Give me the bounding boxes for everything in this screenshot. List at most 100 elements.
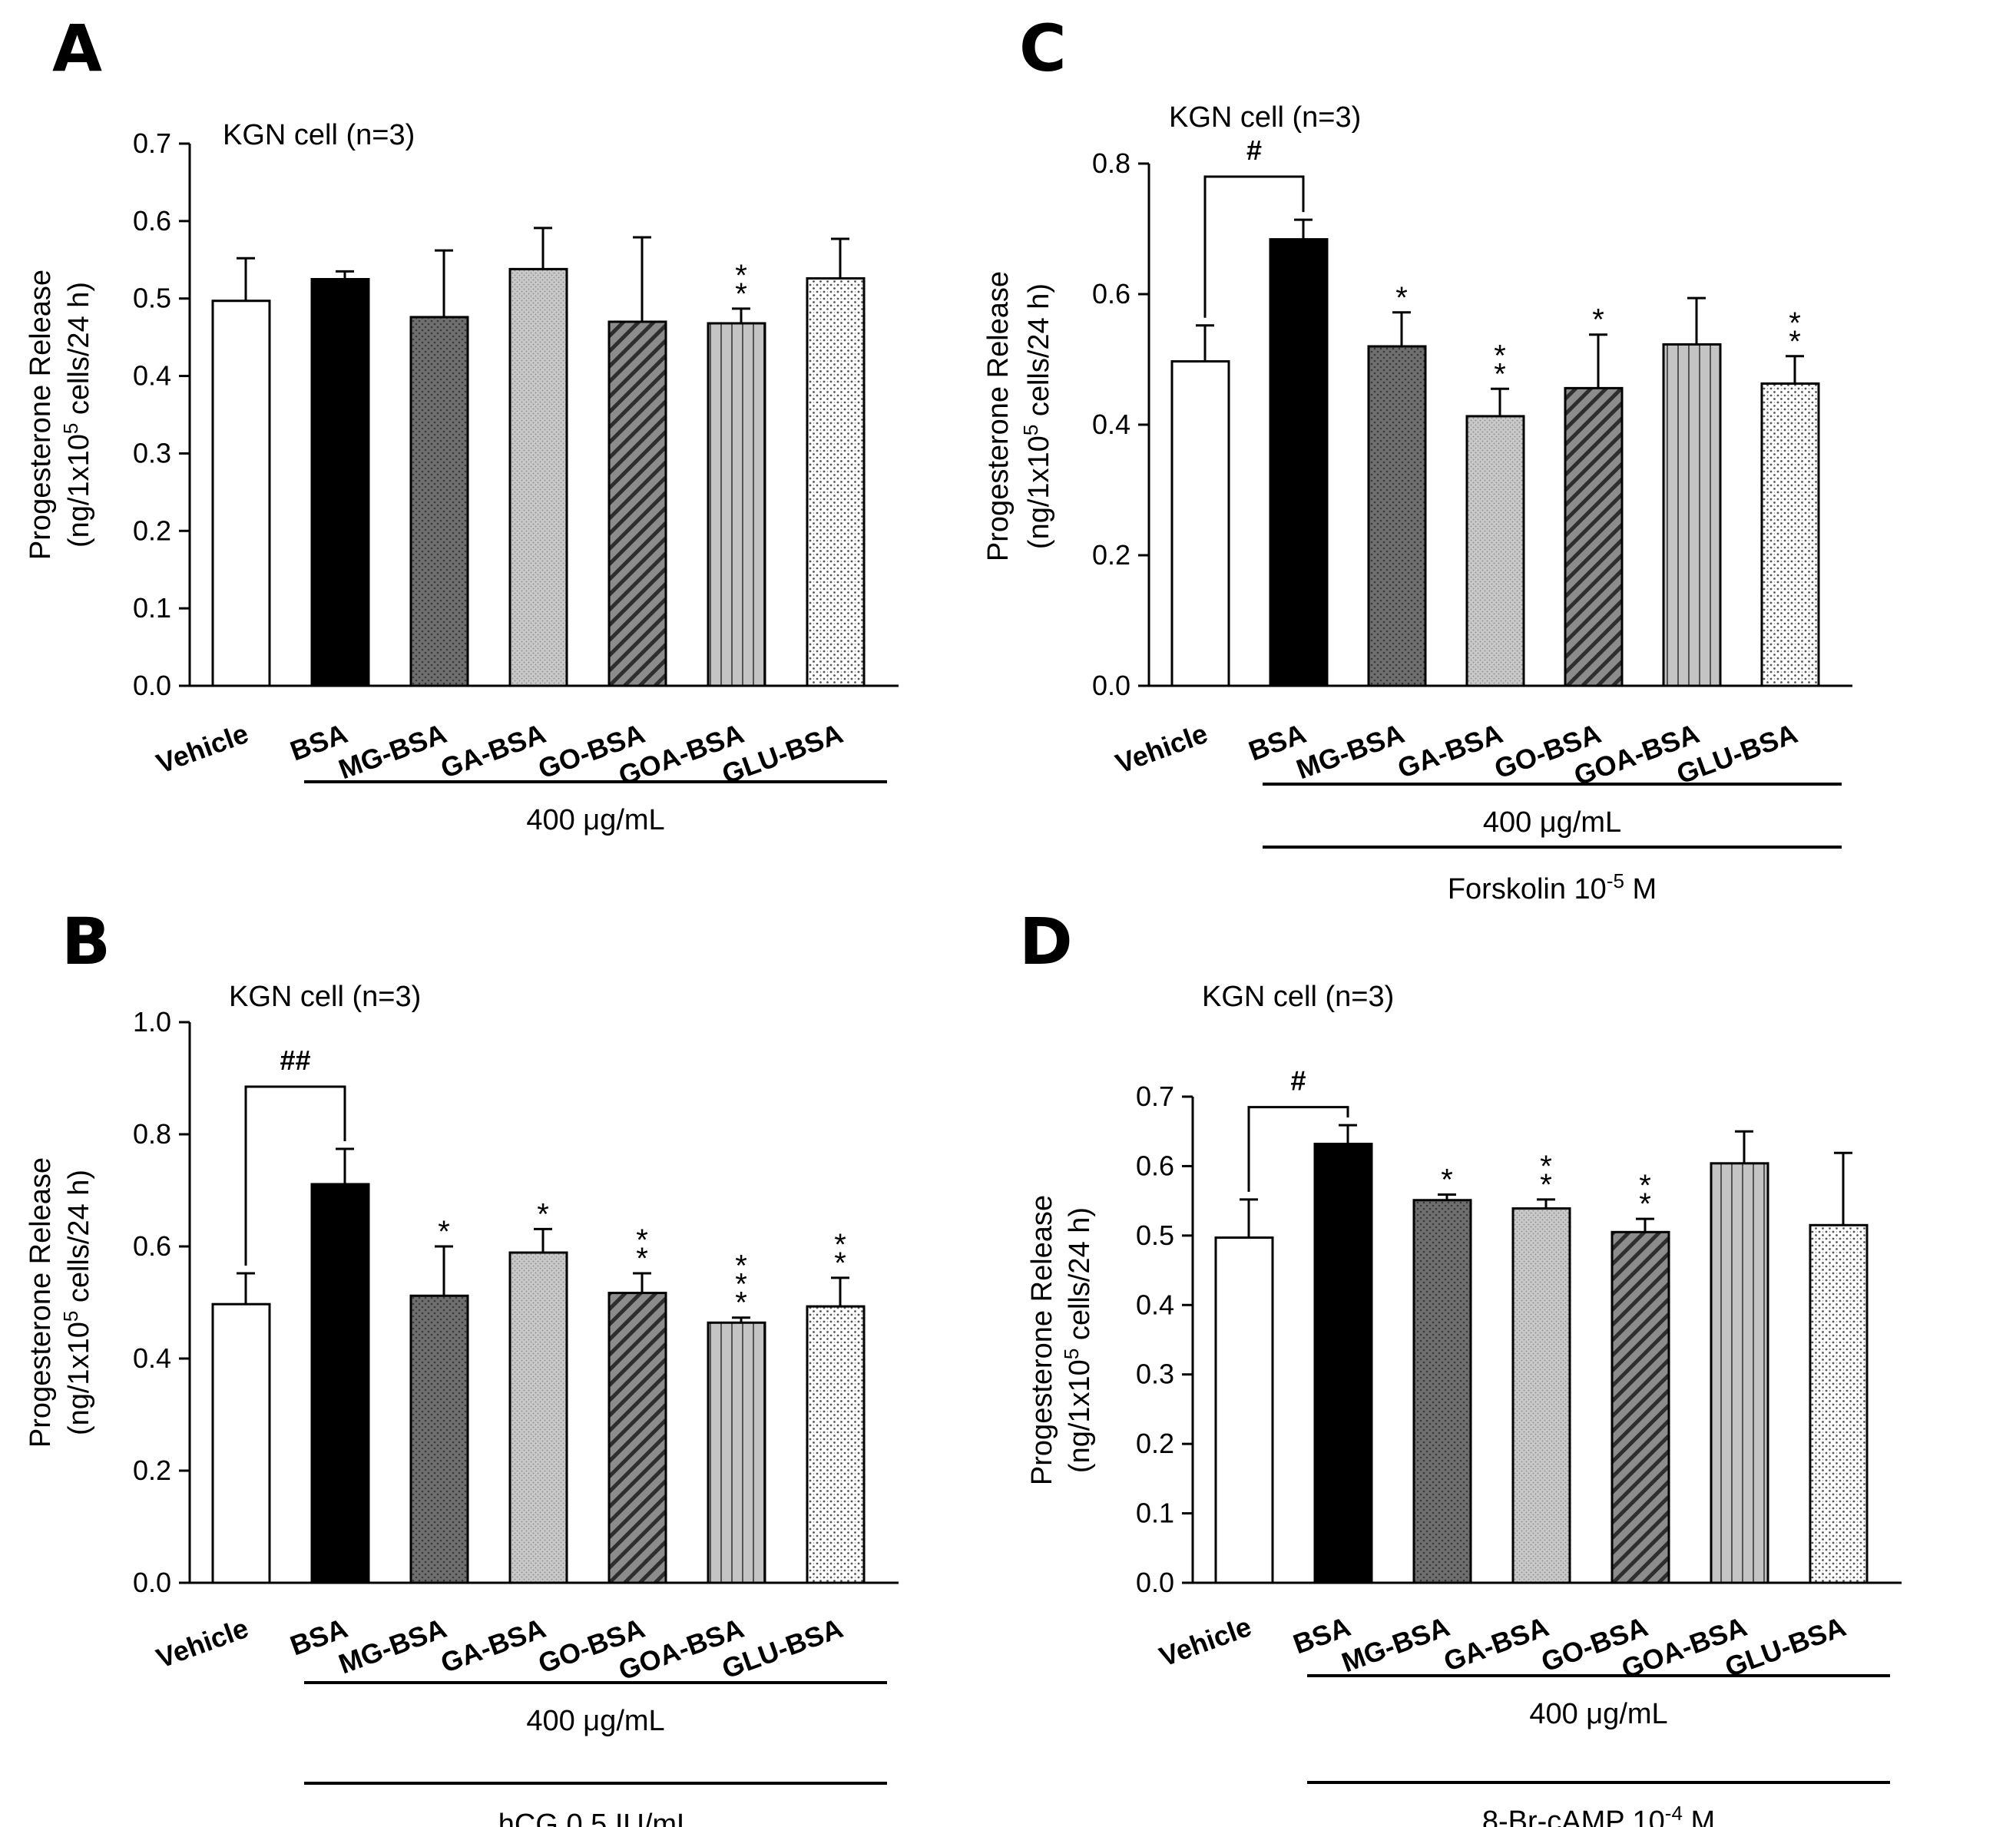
- bracket-label: #: [1246, 134, 1262, 166]
- y-tick-label: 0.6: [1092, 278, 1130, 309]
- significance-star: *: [537, 1197, 549, 1231]
- bar-vehicle: [211, 300, 271, 687]
- panel-d: D KGN cell (n=3) 0.0 0.1 0.2 0.3 0.4 0.5 0.6 0.7 P…: [1019, 904, 1902, 1827]
- x-tick-label: Vehicle: [1111, 717, 1212, 779]
- bar-glu-bsa: [806, 1305, 866, 1584]
- significance-star: *: [1789, 325, 1801, 359]
- y-axis-unit-suffix: cells/24 h): [63, 1170, 95, 1311]
- significance-star: *: [1639, 1187, 1651, 1221]
- bar-glu-bsa: [1809, 1223, 1869, 1584]
- significance-star: *: [1441, 1163, 1453, 1197]
- y-tick-label: 0.6: [133, 1230, 171, 1262]
- y-tick-label: 0.4: [133, 360, 171, 392]
- bar-goa-bsa: [1662, 343, 1722, 687]
- significance-star: *: [735, 277, 747, 311]
- y-tick-label: 0.1: [133, 592, 171, 624]
- bar-vehicle: [1214, 1236, 1274, 1584]
- y-axis-unit-suffix: cells/24 h): [63, 282, 95, 423]
- condition-label-suffix: M: [1683, 1805, 1715, 1827]
- y-tick-label: 0.2: [1092, 539, 1130, 571]
- bar-ga-bsa: [508, 267, 568, 687]
- panel-b: B KGN cell (n=3) 0.0 0.2 0.4 0.6 0.8 1.0 Progest…: [25, 904, 899, 1827]
- bar-ga-bsa: [508, 1251, 568, 1584]
- significance-star: *: [735, 259, 747, 293]
- x-tick-label: MG-BSA: [335, 1612, 451, 1680]
- significance-star: *: [1592, 303, 1604, 337]
- bar-glu-bsa: [1760, 382, 1820, 687]
- y-tick-label: 0.5: [133, 283, 171, 314]
- condition-label: Forskolin 10-5 M: [1448, 869, 1657, 905]
- y-axis-unit-sup: 5: [1019, 425, 1042, 435]
- condition-label-sup: -4: [1665, 1802, 1683, 1825]
- chart-title: KGN cell (n=3): [229, 981, 421, 1013]
- y-axis-unit-prefix: (ng/1x10: [1064, 1359, 1096, 1473]
- panel-letter: B: [61, 904, 111, 979]
- y-tick-label: 0.7: [133, 127, 171, 159]
- significance-star: *: [1494, 357, 1506, 391]
- bar-go-bsa: [607, 1292, 667, 1584]
- bar-mg-bsa: [1412, 1199, 1472, 1584]
- y-tick-label: 0.0: [1092, 670, 1130, 701]
- panel-letter: C: [1019, 11, 1067, 86]
- bar-vehicle: [1170, 360, 1230, 687]
- chart-title: KGN cell (n=3): [1202, 981, 1394, 1013]
- x-tick-label: GA-BSA: [436, 1612, 549, 1679]
- bar-glu-bsa: [806, 276, 866, 687]
- bar-bsa: [310, 1183, 370, 1584]
- y-axis-unit-suffix: cells/24 h): [1064, 1207, 1096, 1349]
- bar-bsa: [1313, 1142, 1373, 1584]
- significance-star: *: [438, 1215, 450, 1249]
- bar-goa-bsa: [707, 322, 766, 687]
- significance-star: *: [1639, 1169, 1651, 1203]
- bar-ga-bsa: [1511, 1207, 1571, 1584]
- y-tick-label: 0.5: [1136, 1220, 1174, 1251]
- y-axis-unit-suffix: cells/24 h): [1023, 283, 1055, 425]
- significance-star: *: [1540, 1168, 1552, 1202]
- panel-letter: D: [1019, 904, 1073, 979]
- condition-label: 8-Br-cAMP 10-4 M: [1482, 1802, 1715, 1827]
- panel-a: A KGN cell (n=3) 0.0 0.1 0.2 0.3 0.4 0.5 0.6 0.7 P…: [25, 11, 899, 836]
- y-axis-unit-sup: 5: [1060, 1349, 1083, 1359]
- y-tick-label: 0.0: [133, 1567, 171, 1598]
- bar-go-bsa: [1564, 386, 1624, 687]
- significance-bracket: [1203, 175, 1305, 318]
- bar-mg-bsa: [1367, 345, 1427, 687]
- y-axis-unit-prefix: (ng/1x10: [1023, 435, 1055, 549]
- y-tick-label: 1.0: [133, 1006, 171, 1038]
- chart-title: KGN cell (n=3): [223, 119, 415, 151]
- significance-star: *: [735, 1268, 747, 1302]
- y-axis-label: Progesterone Release: [25, 1157, 57, 1448]
- significance-star: *: [834, 1246, 846, 1280]
- y-axis-unit: (ng/1x105 cells/24 h): [59, 282, 95, 548]
- x-tick-label: MG-BSA: [1293, 717, 1409, 785]
- x-tick-label: GA-BSA: [1393, 717, 1506, 784]
- y-tick-label: 0.2: [133, 1455, 171, 1486]
- y-tick-label: 0.8: [133, 1118, 171, 1150]
- significance-star: *: [1395, 281, 1408, 315]
- y-axis-label: Progesterone Release: [1026, 1195, 1058, 1485]
- x-tick-label: MG-BSA: [335, 717, 451, 785]
- y-tick-label: 0.7: [1136, 1081, 1174, 1112]
- bar-ga-bsa: [1465, 415, 1525, 687]
- condition-label-sup: -5: [1607, 869, 1624, 892]
- bar-mg-bsa: [409, 1294, 469, 1584]
- bar-goa-bsa: [1710, 1162, 1769, 1584]
- y-axis-unit: (ng/1x105 cells/24 h): [1060, 1207, 1096, 1473]
- condition-label: 400 μg/mL: [1483, 806, 1621, 839]
- condition-label-suffix: M: [1624, 873, 1657, 905]
- bar-go-bsa: [607, 320, 667, 687]
- significance-star: *: [735, 1286, 747, 1320]
- y-tick-label: 0.3: [133, 437, 171, 468]
- condition-label: 400 μg/mL: [1529, 1698, 1667, 1730]
- y-tick-label: 0.0: [1136, 1567, 1174, 1598]
- panel-letter: A: [52, 11, 102, 86]
- bar-bsa: [310, 278, 370, 687]
- bar-mg-bsa: [409, 316, 469, 687]
- y-tick-label: 0.4: [1092, 409, 1130, 440]
- y-tick-label: 0.6: [133, 205, 171, 237]
- bar-goa-bsa: [707, 1321, 766, 1584]
- y-axis-label: Progesterone Release: [982, 271, 1015, 561]
- y-axis-unit: (ng/1x105 cells/24 h): [59, 1170, 95, 1435]
- condition-label: 400 μg/mL: [526, 1705, 664, 1737]
